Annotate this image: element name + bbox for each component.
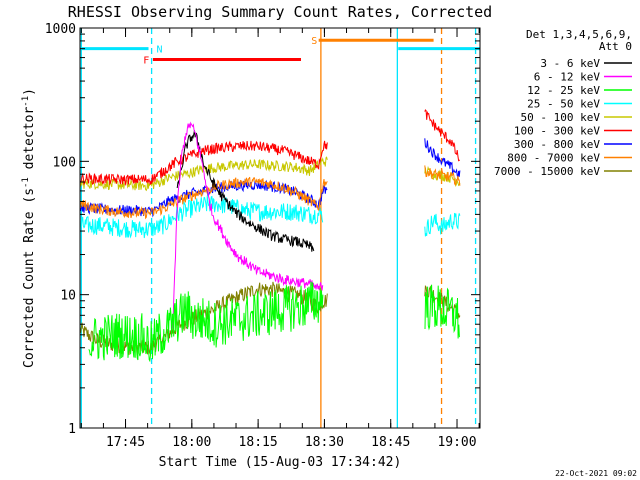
series-3: [79, 195, 461, 239]
legend-label: 800 - 7000 keV: [507, 152, 600, 165]
series-line: [172, 121, 324, 329]
y-label-part-3: ): [22, 88, 37, 96]
x-tick-label: 18:15: [239, 435, 278, 450]
series-line: [424, 212, 461, 237]
legend-label: 50 - 100 keV: [521, 111, 601, 124]
y-label-part-1: Corrected Count Rate (s: [22, 188, 37, 368]
series-5: [79, 109, 460, 187]
x-tick-label: 18:45: [371, 435, 410, 450]
series-line: [88, 281, 324, 363]
axes-layer: 1 10 100 1000 17:45 18:00 18:15 18:30 18:45 19:00: [45, 22, 480, 450]
series-line: [424, 109, 460, 162]
legend-label: 3 - 6 keV: [540, 57, 600, 70]
series-layer: [79, 109, 461, 363]
y-tick-label: 10: [60, 289, 76, 304]
legend-label: 25 - 50 keV: [527, 98, 600, 111]
series-line: [424, 165, 461, 186]
series-2: [88, 281, 460, 363]
series-1: [172, 121, 324, 329]
series-line: [79, 195, 324, 239]
legend-label: 300 - 800 keV: [514, 138, 600, 151]
x-axis-label: Start Time (15-Aug-03 17:34:42): [159, 455, 402, 470]
y-label-sup-2: -1: [21, 96, 31, 107]
y-tick-label: 1000: [45, 22, 76, 37]
legend-header: Det 1,3,4,5,6,9,: [526, 28, 632, 41]
x-tick-label: 18:30: [305, 435, 344, 450]
flag-label: S: [311, 36, 317, 47]
series-7: [79, 165, 461, 220]
series-line: [79, 140, 328, 187]
y-axis-label: Corrected Count Rate (s-1 detector-1): [21, 88, 37, 368]
y-tick-label: 100: [53, 155, 76, 170]
legend-label: 6 - 12 keV: [534, 71, 601, 84]
chart-title: RHESSI Observing Summary Count Rates, Co…: [68, 3, 492, 21]
y-label-part-2: detector: [22, 107, 37, 178]
y-tick-label: 1: [68, 422, 76, 437]
x-tick-label: 18:00: [172, 435, 211, 450]
series-line: [424, 138, 461, 178]
flag-label: N: [157, 45, 163, 56]
series-line: [79, 176, 328, 220]
legend-label: 12 - 25 keV: [527, 84, 600, 97]
series-line: [424, 284, 460, 339]
legend-header: Att 0: [599, 40, 632, 53]
timestamp: 22-Oct-2021 09:02: [555, 469, 637, 478]
x-tick-label: 17:45: [106, 435, 145, 450]
x-tick-label: 19:00: [437, 435, 476, 450]
y-label-sup-1: -1: [21, 177, 31, 188]
legend-label: 7000 - 15000 keV: [494, 165, 600, 178]
flag-label: F: [143, 56, 149, 67]
legend-label: 100 - 300 keV: [514, 125, 600, 138]
